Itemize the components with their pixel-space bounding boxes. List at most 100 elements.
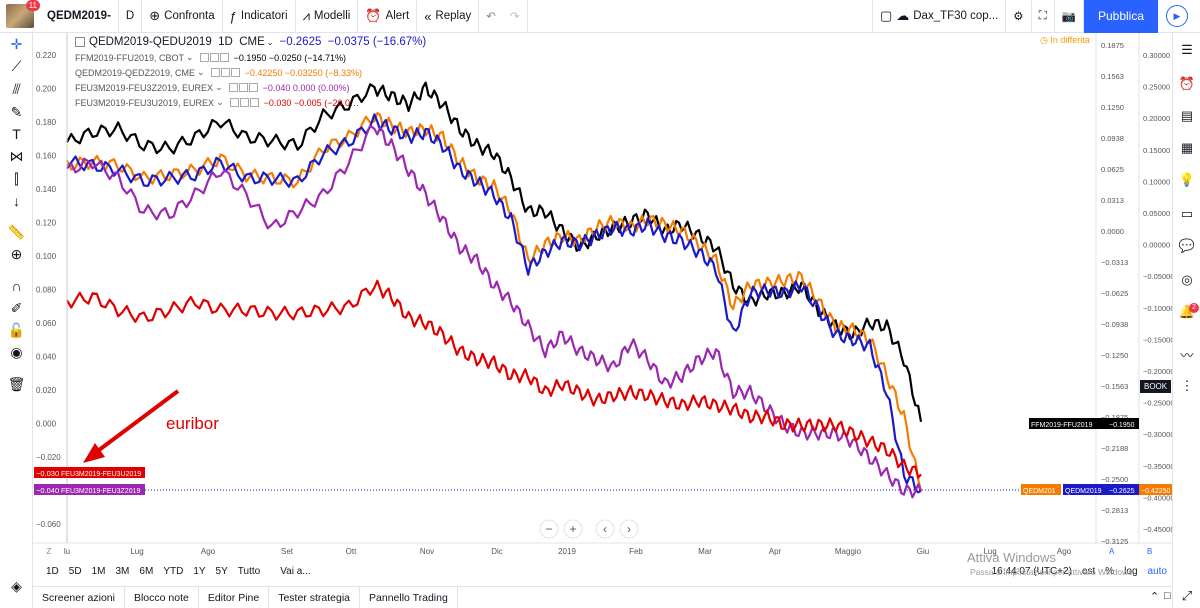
timeframe-button[interactable]: 1M — [91, 565, 106, 577]
eye-icon[interactable] — [229, 98, 239, 107]
layout-selector[interactable]: ▢ ☁ Dax_TF30 cop... — [871, 0, 1007, 33]
scale-log-button[interactable]: log — [1124, 565, 1138, 577]
interval-label: D — [125, 10, 135, 22]
maximize-panel-icon[interactable]: □ — [1164, 590, 1171, 602]
models-button[interactable]: ⩘ Modelli — [296, 0, 359, 33]
bottom-tab[interactable]: Pannello Trading — [360, 586, 458, 608]
chevron-down-icon[interactable]: ⌄ — [266, 37, 274, 47]
legend-row[interactable]: FEU3M2019-FEU3Z2019, EUREX ⌄ −0.040 0.000 … — [75, 80, 426, 95]
screenshot-button[interactable]: 📷 — [1055, 0, 1084, 33]
chevron-down-icon[interactable]: ⌄ — [197, 67, 205, 77]
indicators-button[interactable]: ƒ Indicatori — [223, 0, 296, 33]
timeframe-button[interactable]: 1D — [46, 565, 59, 577]
order-book-icon[interactable]: ⋮ — [1180, 378, 1194, 393]
close-icon[interactable] — [219, 53, 229, 62]
scale-percent-button[interactable]: % — [1105, 565, 1115, 577]
fullscreen-button[interactable]: ⛶ — [1032, 0, 1055, 33]
gear-icon[interactable] — [209, 53, 219, 62]
scale-ext-button[interactable]: est — [1081, 565, 1096, 577]
lock-icon[interactable]: 🔓 — [7, 321, 26, 338]
timeframe-button[interactable]: 1Y — [193, 565, 206, 577]
timeframe-button[interactable]: 5Y — [215, 565, 228, 577]
scale-marker-a[interactable]: A — [1109, 547, 1115, 556]
timeframe-button[interactable]: Tutto — [237, 565, 261, 577]
legend-main-interval: 1D — [218, 36, 233, 48]
chat-icon[interactable]: ▭ — [1180, 206, 1194, 221]
play-icon[interactable]: ▶ — [1166, 5, 1188, 27]
timeframe-button[interactable]: YTD — [163, 565, 184, 577]
timeframe-button[interactable]: 6M — [139, 565, 154, 577]
timeframe-bar: 1D 5D 1M 3M 6M YTD 1Y 5Y Tutto Vai a... 16:44:07… — [33, 560, 1172, 582]
zoom-in-icon[interactable]: ⊕ — [10, 245, 23, 262]
gear-icon[interactable] — [238, 83, 248, 92]
scale-z-label: Z — [47, 547, 52, 556]
pencil-lock-icon[interactable]: ✐ — [10, 299, 23, 316]
eye-icon[interactable] — [210, 68, 220, 77]
chart-pane[interactable]: 0.220 0.200 0.180 0.160 0.140 0.120 0.100 0.080… — [33, 33, 1175, 566]
scroll-left-button[interactable] — [595, 519, 615, 539]
expand-icon[interactable]: ⤢ — [1181, 588, 1193, 603]
close-icon[interactable] — [248, 83, 258, 92]
settings-button[interactable]: ⚙ — [1006, 0, 1032, 33]
bottom-tab[interactable]: Blocco note — [125, 586, 199, 608]
bottom-tab[interactable]: Screener azioni — [33, 586, 125, 608]
legend-row[interactable]: FEU3M2019-FEU3U2019, EUREX ⌄ −0.030 −0.005… — [75, 95, 426, 110]
symbol-search[interactable]: QEDM2019- — [40, 0, 119, 33]
chevron-down-icon[interactable]: ⌄ — [186, 52, 194, 62]
legend-main[interactable]: QEDM2019-QEDU2019 1D CME ⌄ −0.2625 −0.03… — [75, 34, 426, 50]
undo-button[interactable]: ↶ — [486, 11, 496, 23]
legend-row[interactable]: FFM2019-FFU2019, CBOT ⌄ −0.1950 −0.0250 (−… — [75, 50, 426, 65]
legend-row-pct: (−8.33%) — [325, 67, 362, 78]
eye-icon[interactable] — [199, 53, 209, 62]
bottom-tab[interactable]: Tester strategia — [269, 586, 361, 608]
eye-icon[interactable] — [228, 83, 238, 92]
prediction-icon[interactable]: ⫿ — [14, 170, 19, 187]
publish-button[interactable]: Pubblica — [1083, 0, 1158, 33]
close-icon[interactable] — [230, 68, 240, 77]
interval-button[interactable]: D — [119, 0, 143, 33]
scale-marker-b[interactable]: B — [1147, 547, 1152, 556]
goto-date-button[interactable]: Vai a... — [280, 565, 311, 577]
text-icon[interactable]: T — [12, 126, 21, 142]
scale-auto-button[interactable]: auto — [1147, 565, 1167, 577]
pattern-icon[interactable]: ⋈ — [9, 147, 24, 164]
timeframe-button[interactable]: 3M — [115, 565, 130, 577]
pitchfork-icon[interactable]: ⫻ — [12, 80, 21, 97]
legend-row[interactable]: QEDM2019-QEDZ2019, CME ⌄ −0.42250 −0.03250… — [75, 65, 426, 80]
collapse-panel-icon[interactable]: ⌃ — [1150, 591, 1160, 603]
brush-icon[interactable]: ✎ — [10, 103, 23, 120]
trash-icon[interactable]: 🗑 — [7, 375, 26, 392]
gear-icon[interactable] — [239, 98, 249, 107]
layers-icon[interactable]: ◈ — [11, 577, 22, 594]
eye-icon[interactable]: ◉ — [10, 343, 23, 360]
ruler-icon[interactable]: 📏 — [7, 223, 26, 240]
magnet-icon[interactable]: ∩ — [11, 278, 22, 294]
chevron-down-icon[interactable]: ⌄ — [215, 82, 223, 92]
compare-label: Confronta — [164, 10, 215, 22]
trend-line-icon[interactable]: ⟋ — [11, 57, 22, 74]
calendar-icon[interactable]: ▦ — [1180, 140, 1194, 155]
redo-button[interactable]: ↷ — [503, 0, 528, 33]
broadcast-icon[interactable]: ◎ — [1181, 272, 1193, 287]
legend-row-value: −0.030 — [263, 97, 292, 108]
lightbulb-icon[interactable]: 💡 — [1178, 172, 1196, 187]
zoom-out-button[interactable] — [539, 519, 559, 539]
data-window-icon[interactable]: ▤ — [1180, 108, 1194, 123]
alarm-icon[interactable]: ⏰ — [1178, 76, 1196, 91]
crosshair-icon[interactable]: ✛ — [10, 35, 23, 52]
chart-line-icon[interactable]: 〰 — [1180, 347, 1194, 363]
timeframe-button[interactable]: 5D — [68, 565, 82, 577]
bottom-tab[interactable]: Editor Pine — [199, 586, 270, 608]
chevron-down-icon[interactable]: ⌄ — [216, 97, 224, 107]
zoom-in-button[interactable] — [563, 519, 583, 539]
close-icon[interactable] — [249, 98, 259, 107]
scroll-right-button[interactable] — [619, 519, 639, 539]
avatar[interactable]: 11 — [6, 0, 40, 28]
gear-icon[interactable] — [220, 68, 230, 77]
arrow-down-icon[interactable]: ↓ — [13, 193, 20, 209]
watchlist-icon[interactable]: ☰ — [1181, 42, 1193, 57]
alert-button[interactable]: ⏰ Alert — [358, 0, 418, 33]
compare-button[interactable]: ⊕ Confronta — [142, 0, 223, 33]
replay-button[interactable]: «Replay — [417, 0, 480, 33]
chats-icon[interactable]: 💬 — [1178, 238, 1196, 253]
